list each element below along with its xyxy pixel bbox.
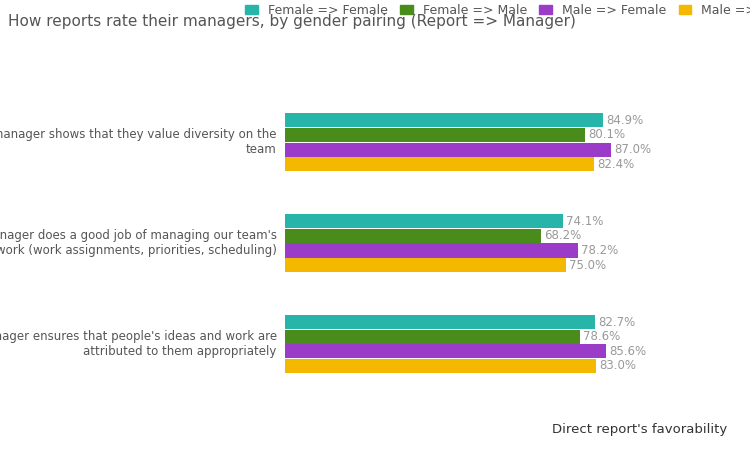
Text: 83.0%: 83.0% <box>599 360 636 372</box>
Bar <box>285 113 603 128</box>
Bar <box>285 128 585 142</box>
Text: 78.6%: 78.6% <box>583 330 620 343</box>
Text: 84.9%: 84.9% <box>606 114 644 127</box>
Bar <box>285 315 596 329</box>
Text: 68.2%: 68.2% <box>544 229 581 242</box>
Bar <box>285 157 594 171</box>
Bar <box>285 359 596 373</box>
Text: Direct report's favorability: Direct report's favorability <box>552 423 728 436</box>
Text: 75.0%: 75.0% <box>569 259 606 271</box>
Bar <box>285 344 606 358</box>
Bar <box>285 330 580 344</box>
Bar <box>285 258 566 272</box>
Bar <box>285 243 578 257</box>
Text: 78.2%: 78.2% <box>581 244 619 257</box>
Text: 74.1%: 74.1% <box>566 215 603 228</box>
Bar <box>285 214 562 228</box>
Legend: Female => Female, Female => Male, Male => Female, Male => Male: Female => Female, Female => Male, Male =… <box>240 0 750 22</box>
Bar <box>285 143 611 157</box>
Text: 82.4%: 82.4% <box>597 158 634 171</box>
Text: 82.7%: 82.7% <box>598 316 635 329</box>
Text: How reports rate their managers, by gender pairing (Report => Manager): How reports rate their managers, by gend… <box>8 14 575 29</box>
Text: 85.6%: 85.6% <box>609 345 646 358</box>
Text: 87.0%: 87.0% <box>614 143 651 156</box>
Bar <box>285 229 541 243</box>
Text: 80.1%: 80.1% <box>588 128 626 142</box>
